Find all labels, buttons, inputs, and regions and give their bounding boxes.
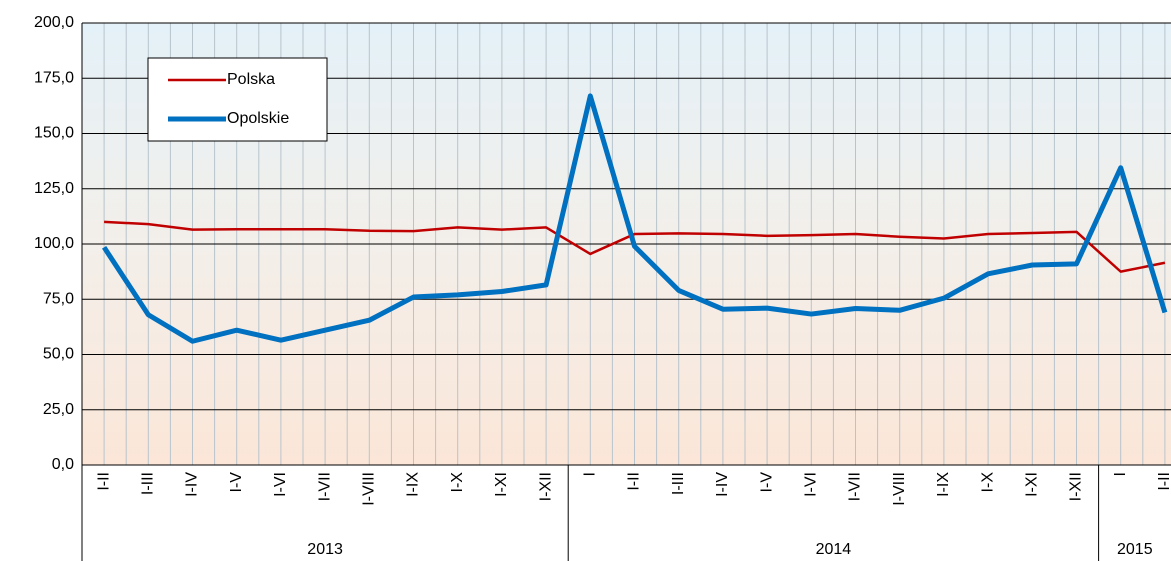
y-tick-label: 100,0 bbox=[34, 235, 74, 252]
x-tick-label: I-XI bbox=[493, 472, 510, 497]
x-tick-label: I-IX bbox=[405, 472, 422, 497]
x-tick-label: I-X bbox=[449, 472, 466, 493]
x-tick-label: I bbox=[1112, 472, 1129, 476]
year-label: 2015 bbox=[1117, 541, 1153, 558]
series-line bbox=[104, 220, 1166, 273]
x-tick-label: I-XI bbox=[1024, 472, 1041, 497]
x-tick-label: I-X bbox=[979, 472, 996, 493]
y-tick-label: 25,0 bbox=[43, 401, 74, 418]
y-tick-label: 150,0 bbox=[34, 125, 74, 142]
x-tick-label: I-VI bbox=[272, 472, 289, 497]
legend-label: Opolskie bbox=[227, 110, 289, 127]
x-tick-label: I-V bbox=[758, 472, 775, 493]
x-tick-label: I bbox=[582, 472, 599, 476]
x-tick-label: I-II bbox=[1156, 472, 1171, 491]
x-tick-label: I-IV bbox=[184, 472, 201, 497]
x-tick-label: I-VII bbox=[316, 472, 333, 501]
y-tick-label: 175,0 bbox=[34, 69, 74, 86]
x-tick-label: I-IX bbox=[935, 472, 952, 497]
y-tick-label: 75,0 bbox=[43, 290, 74, 307]
x-tick-label: I-VI bbox=[803, 472, 820, 497]
legend-label: Polska bbox=[227, 71, 275, 88]
legend-box bbox=[147, 57, 328, 142]
year-label: 2014 bbox=[816, 541, 852, 558]
series-line bbox=[102, 93, 1168, 344]
x-tick-label: I-II bbox=[95, 472, 112, 491]
x-tick-label: I-IV bbox=[714, 472, 731, 497]
x-tick-label: I-VIII bbox=[891, 472, 908, 506]
x-tick-label: I-III bbox=[140, 472, 157, 495]
x-tick-label: I-II bbox=[626, 472, 643, 491]
x-tick-label: I-III bbox=[670, 472, 687, 495]
y-tick-label: 125,0 bbox=[34, 180, 74, 197]
y-tick-label: 200,0 bbox=[34, 14, 74, 31]
x-tick-label: I-VII bbox=[847, 472, 864, 501]
y-tick-label: 0,0 bbox=[52, 456, 74, 473]
y-tick-label: 50,0 bbox=[43, 346, 74, 363]
x-tick-label: I-V bbox=[228, 472, 245, 493]
x-tick-label: I-XII bbox=[1068, 472, 1085, 501]
legend: Polska Opolskie bbox=[147, 57, 328, 142]
year-label: 2013 bbox=[307, 541, 343, 558]
x-tick-label: I-XII bbox=[537, 472, 554, 501]
x-tick-label: I-VIII bbox=[361, 472, 378, 506]
